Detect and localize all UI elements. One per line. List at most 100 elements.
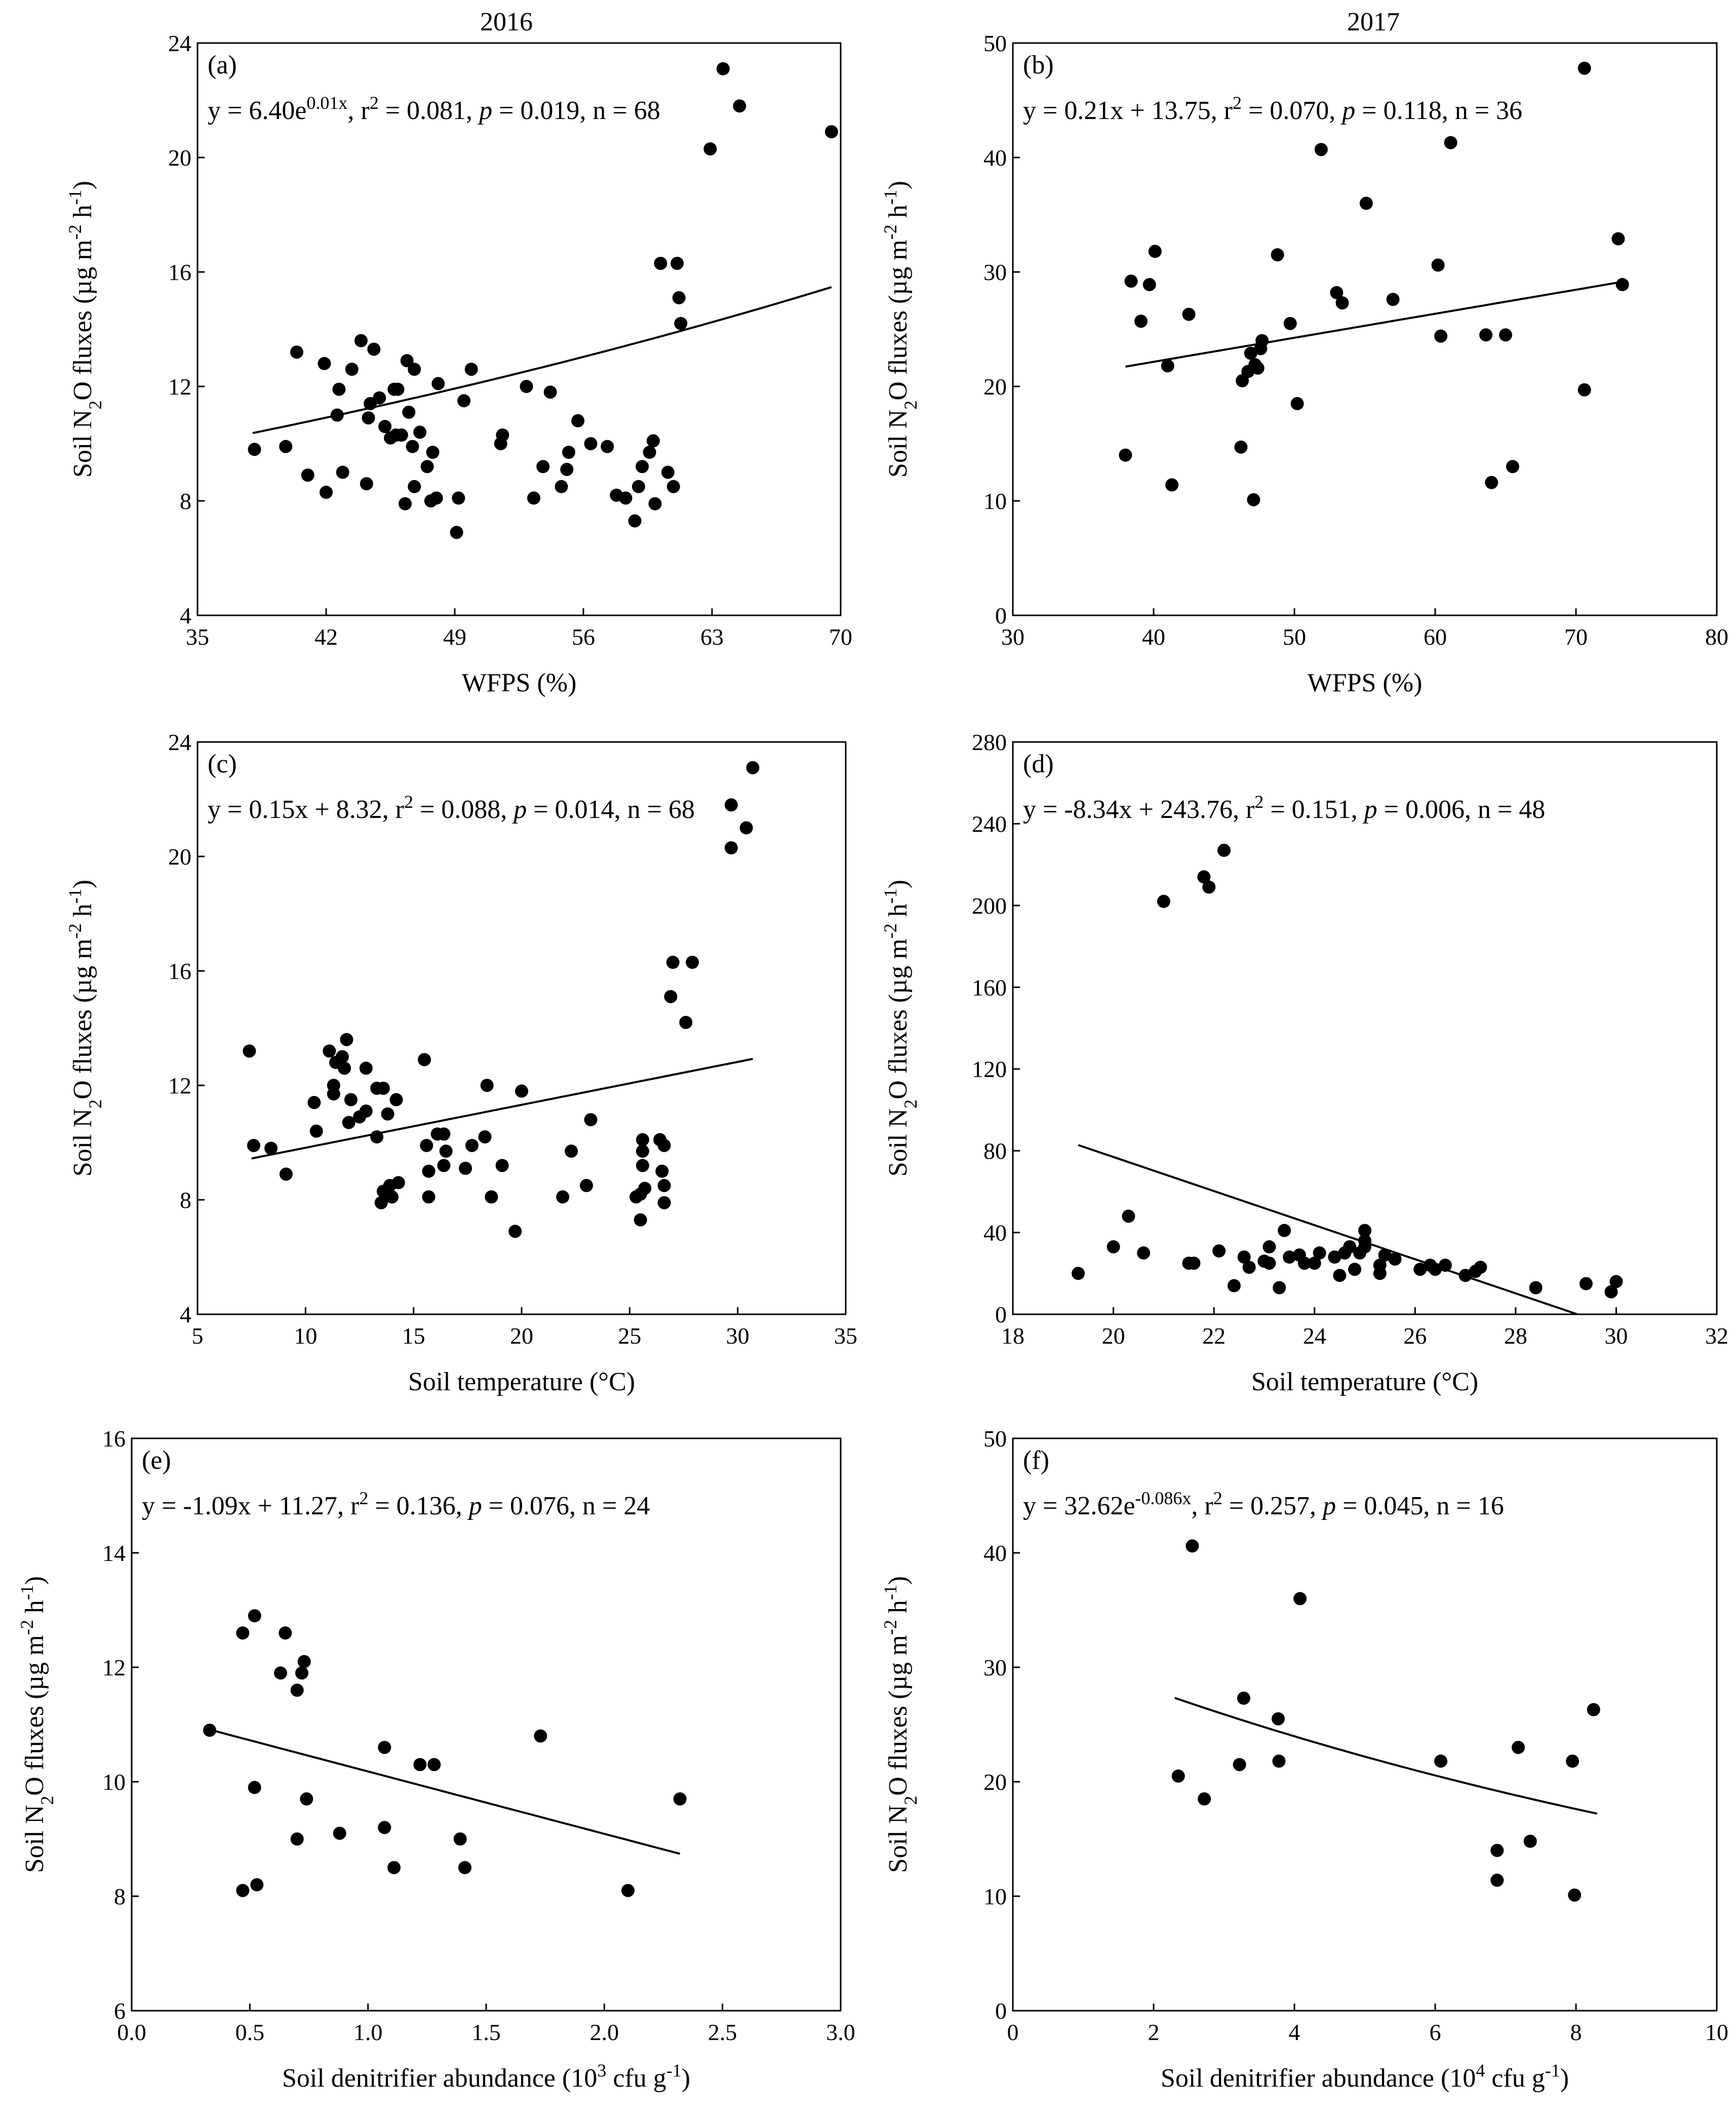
- y-tick-label: 20: [168, 844, 191, 870]
- fit-equation-part: -0.086x: [1135, 1488, 1191, 1508]
- data-point: [527, 491, 540, 505]
- fit-equation-part: p: [467, 1492, 482, 1520]
- y-tick-label: 160: [972, 974, 1007, 1000]
- fit-equation-part: , r: [347, 96, 369, 125]
- data-point: [1072, 1267, 1085, 1280]
- data-point: [290, 1832, 304, 1846]
- y-tick-label: 12: [168, 1073, 191, 1099]
- data-point: [1330, 286, 1344, 299]
- x-axis-label-part: -1: [1545, 2060, 1560, 2081]
- fit-equation-part: = 0.257,: [1222, 1492, 1323, 1520]
- data-point: [1272, 1712, 1285, 1726]
- data-point: [636, 460, 649, 474]
- data-point: [580, 1179, 593, 1192]
- data-point: [236, 1626, 250, 1640]
- data-point: [657, 1179, 671, 1192]
- fit-equation-part: = 0.019, n = 68: [492, 96, 660, 125]
- y-tick-label: 4: [180, 1302, 191, 1327]
- data-point: [1293, 1592, 1307, 1606]
- data-point: [1611, 232, 1625, 246]
- data-point: [1434, 329, 1448, 343]
- data-point: [264, 1142, 278, 1155]
- data-point: [1234, 440, 1248, 454]
- plot-frame: [196, 42, 842, 616]
- x-tick-label: 0: [1007, 2019, 1019, 2045]
- data-point: [1523, 1834, 1537, 1848]
- data-point: [332, 382, 346, 396]
- data-point: [1165, 478, 1179, 492]
- data-point: [437, 1127, 451, 1141]
- y-tick-label: 50: [983, 30, 1007, 56]
- y-axis-label-part: ): [68, 880, 97, 888]
- data-point: [437, 1159, 451, 1172]
- data-point: [422, 1164, 436, 1178]
- data-point: [431, 377, 445, 390]
- data-point: [1273, 1281, 1286, 1295]
- x-tick-label: 20: [1102, 1323, 1125, 1349]
- data-point: [1157, 894, 1170, 908]
- y-tick-label: 16: [168, 958, 191, 984]
- data-point: [402, 405, 416, 419]
- plot-frame: [1012, 741, 1718, 1315]
- data-point: [556, 1190, 570, 1204]
- data-point: [1479, 328, 1493, 342]
- fit-line: [1174, 1697, 1598, 1815]
- fit-equation: y = -1.09x + 11.27, r2 = 0.136, p = 0.07…: [142, 1488, 650, 1520]
- data-point: [1171, 1769, 1185, 1783]
- fit-equation-part: 2: [359, 1488, 368, 1508]
- data-point: [340, 1033, 353, 1046]
- y-axis-label-part: Soil N: [68, 410, 97, 478]
- data-point: [1314, 143, 1328, 156]
- fit-equation-part: = 0.076, n = 24: [482, 1492, 650, 1520]
- x-axis-label-part: ): [1560, 2064, 1569, 2093]
- column-title-2016: 2016: [480, 8, 533, 36]
- data-point: [359, 1062, 373, 1075]
- x-tick-label: 30: [726, 1323, 749, 1349]
- fit-equation: y = 32.62e-0.086x, r2 = 0.257, p = 0.045…: [1023, 1488, 1504, 1520]
- x-tick-label: 3.0: [826, 2019, 855, 2045]
- y-axis-label-part: h: [884, 904, 913, 923]
- data-point: [1485, 476, 1498, 489]
- data-point: [1137, 1246, 1151, 1260]
- y-tick-label: 14: [102, 1540, 126, 1566]
- data-point: [248, 1609, 261, 1623]
- y-axis-label-part: 2: [85, 401, 105, 410]
- data-point: [1413, 1263, 1427, 1276]
- y-axis-label-part: h: [68, 205, 97, 224]
- data-point: [457, 394, 471, 408]
- fit-equation-part: = 0.118, n = 36: [1355, 96, 1522, 125]
- data-point: [643, 446, 656, 459]
- data-point: [318, 357, 331, 370]
- data-point: [1198, 1792, 1211, 1806]
- data-point: [1107, 1240, 1120, 1254]
- y-tick-label: 8: [180, 1187, 191, 1213]
- data-point: [1490, 1844, 1504, 1857]
- data-point: [336, 465, 349, 479]
- y-tick-label: 12: [168, 374, 191, 400]
- fit-equation-part: = 0.088,: [413, 795, 514, 824]
- data-point: [1577, 61, 1591, 75]
- x-tick-label: 0.5: [235, 2019, 265, 2045]
- data-point: [673, 1792, 687, 1806]
- data-point: [300, 1792, 313, 1806]
- data-point: [733, 99, 746, 113]
- x-axis-label-part: Soil denitrifier abundance (10: [282, 2064, 597, 2093]
- data-point: [536, 460, 550, 474]
- data-point: [1272, 1754, 1286, 1768]
- y-tick-label: 20: [983, 374, 1007, 400]
- y-tick-label: 0: [995, 603, 1007, 629]
- panel-letter: (d): [1023, 750, 1054, 778]
- data-point: [584, 1113, 598, 1126]
- data-point: [619, 491, 633, 505]
- y-tick-label: 12: [102, 1655, 126, 1680]
- data-point: [1490, 1873, 1504, 1887]
- data-point: [373, 391, 386, 405]
- data-point: [1142, 278, 1156, 291]
- y-axis-label-part: O fluxes (µg m: [68, 240, 97, 400]
- y-axis-label: Soil N2O fluxes (µg m-2 h-1): [880, 1576, 921, 1873]
- data-point: [515, 1084, 528, 1098]
- fit-line: [209, 1729, 681, 1855]
- x-axis-label-part: cfu g: [1485, 2064, 1545, 2093]
